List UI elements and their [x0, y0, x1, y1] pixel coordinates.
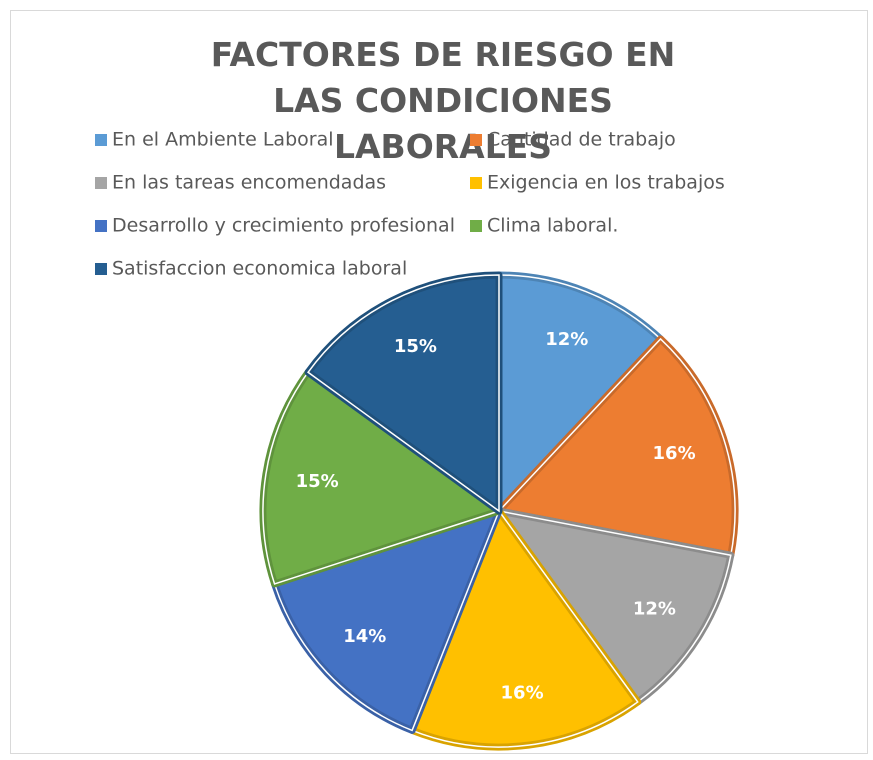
slice-border	[262, 371, 501, 585]
data-label: 16%	[501, 683, 544, 704]
legend-label: Desarrollo y crecimiento profesional	[112, 215, 455, 237]
slice-border	[307, 274, 500, 513]
legend-swatch	[470, 177, 482, 189]
legend-swatch	[95, 263, 107, 275]
legend-label: Satisfaccion economica laboral	[112, 258, 407, 280]
legend-label: En las tareas encomendadas	[112, 172, 386, 194]
legend-swatch	[95, 220, 107, 232]
legend-label: Cantidad de trabajo	[487, 129, 676, 151]
legend-swatch	[95, 134, 107, 146]
legend-label: En el Ambiente Laboral	[112, 129, 334, 151]
slice-border	[411, 509, 639, 748]
slice-border	[497, 337, 736, 557]
legend-swatch	[95, 177, 107, 189]
data-label: 14%	[343, 626, 386, 647]
data-label: 12%	[545, 329, 588, 350]
data-label: 15%	[394, 336, 437, 357]
data-label: 15%	[296, 471, 339, 492]
chart-title: FACTORES DE RIESGO EN LAS CONDICIONES LA…	[210, 35, 676, 166]
legend-swatch	[470, 134, 482, 146]
data-label: 12%	[633, 599, 676, 620]
legend-label: Clima laboral.	[487, 215, 618, 237]
slice-border	[273, 509, 501, 732]
slice-border	[498, 274, 662, 513]
legend-label: Exigencia en los trabajos	[487, 172, 725, 194]
slice-border	[497, 509, 732, 703]
data-label: 16%	[653, 443, 696, 464]
legend-swatch	[470, 220, 482, 232]
chart-frame	[10, 10, 868, 754]
